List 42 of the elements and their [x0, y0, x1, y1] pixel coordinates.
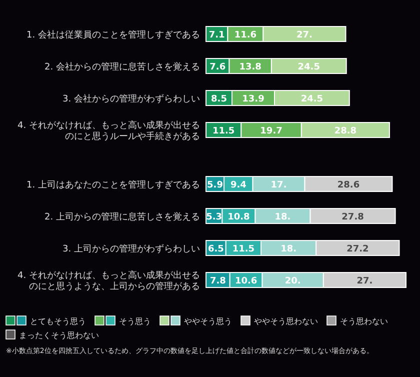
data-label: 18.: [280, 244, 297, 254]
y-tick-label: 3. 会社からの管理がわずらわしい: [62, 94, 200, 104]
data-label: 11.5: [232, 244, 255, 254]
data-label: 6.5: [208, 244, 224, 254]
legend-label: とてもそう思う: [30, 317, 86, 326]
data-label: 27.8: [342, 212, 364, 222]
data-label: 27.2: [346, 244, 369, 254]
y-tick-label: 2. 上司からの管理に息苦しさを覚える: [44, 212, 200, 222]
y-tick-label: 4. それがなければ、もっと高い成果が出せるのにと思うルールや手続きがある: [18, 120, 200, 142]
data-label: 20.: [284, 276, 301, 286]
data-label: 13.9: [242, 94, 264, 104]
data-label: 28.6: [337, 180, 360, 190]
data-label: 11.6: [234, 30, 257, 40]
data-label: 5.9: [207, 180, 223, 190]
y-tick-label: 2. 会社からの管理に息苦しさを覚える: [44, 62, 200, 72]
legend-label: まったくそう思わない: [19, 331, 99, 340]
data-label: 28.8: [334, 126, 357, 136]
data-label: 24.5: [300, 94, 324, 104]
data-label: 7.8: [210, 276, 226, 286]
data-label: 27.: [356, 276, 373, 286]
data-label: 17.: [270, 180, 287, 190]
data-label: 10.8: [228, 212, 250, 222]
legend-label: ややそう思わない: [254, 317, 318, 326]
data-label: 9.4: [230, 180, 246, 190]
y-tick-label: 1. 会社は従業員のことを管理しすぎである: [26, 30, 200, 40]
legend-label: ややそう思う: [184, 317, 232, 326]
data-label: 7.1: [208, 30, 225, 40]
data-label: 7.6: [210, 62, 226, 72]
legend-label: そう思う: [119, 317, 151, 326]
data-label: 11.5: [212, 126, 235, 136]
data-label: 19.7: [260, 126, 282, 136]
data-label: 10.6: [234, 276, 258, 286]
data-label: 27.: [296, 30, 312, 40]
data-label: 18.: [274, 212, 291, 222]
data-label: 5.3: [206, 212, 222, 222]
y-tick-label: 1. 上司はあなたのことを管理しすぎである: [26, 180, 200, 190]
data-label: 13.8: [239, 62, 262, 72]
data-label: 8.5: [211, 94, 227, 104]
y-tick-label: 4. それがなければ、もっと高い成果が出せるのにと思うような、上司からの管理がある: [18, 270, 200, 292]
legend-label: そう思わない: [340, 317, 388, 326]
y-tick-label: 3. 上司からの管理がわずらわしい: [62, 244, 200, 254]
data-label: 24.5: [298, 62, 320, 72]
